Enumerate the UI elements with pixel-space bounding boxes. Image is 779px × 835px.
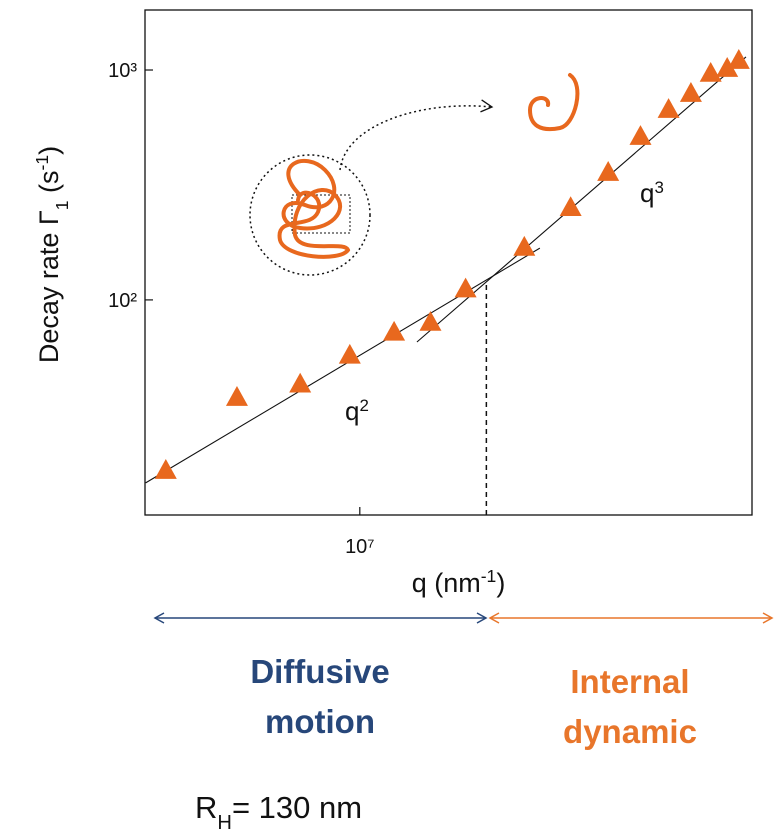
label-part: (s (34, 170, 64, 200)
label-part: R (195, 790, 217, 825)
x-axis-label: q (nm-1) (412, 566, 506, 598)
coil-illustration (249, 73, 580, 276)
label-part: -1 (481, 566, 497, 586)
region-label: motion (265, 703, 375, 740)
data-point (419, 310, 442, 331)
region-label: Diffusive (250, 653, 389, 690)
data-point (454, 277, 477, 298)
data-point (559, 196, 582, 217)
y-tick-label: 10³ (108, 60, 137, 82)
label-part: ) (496, 568, 505, 598)
y-axis-label: Decay rate Γ1 (s-1) (32, 146, 72, 363)
label-part: = 130 nm (232, 790, 362, 825)
fit-line (145, 247, 541, 484)
label-part: 3 (654, 178, 663, 197)
data-point (657, 98, 680, 118)
data-point (338, 343, 361, 364)
region-label: dynamic (563, 713, 697, 750)
data-point (513, 235, 536, 256)
label-part: q (345, 396, 359, 426)
x-tick-label: 10⁷ (345, 536, 374, 558)
data-point (629, 125, 652, 145)
label-part: 2 (359, 396, 368, 415)
region-label: Internal (570, 663, 689, 700)
data-point (679, 82, 702, 102)
label-part: Decay rate Γ (34, 210, 64, 363)
radius-label: RH= 130 nm (195, 790, 362, 834)
data-point (727, 49, 750, 69)
data-point (383, 320, 406, 341)
fit-label: q2 (345, 396, 369, 427)
label-part: -1 (32, 155, 52, 171)
fit-label: q3 (640, 178, 664, 209)
label-part: H (217, 812, 232, 834)
plot-frame (144, 9, 753, 516)
data-point (716, 57, 739, 77)
data-point (225, 386, 248, 406)
data-point (289, 372, 312, 393)
label-part: q (nm (412, 568, 481, 598)
data-point (597, 161, 620, 181)
data-point (699, 61, 722, 82)
label-part: q (640, 178, 654, 208)
label-part: 1 (52, 200, 72, 210)
data-point (154, 459, 177, 479)
label-part: ) (34, 146, 64, 155)
y-tick-label: 10² (108, 290, 137, 312)
